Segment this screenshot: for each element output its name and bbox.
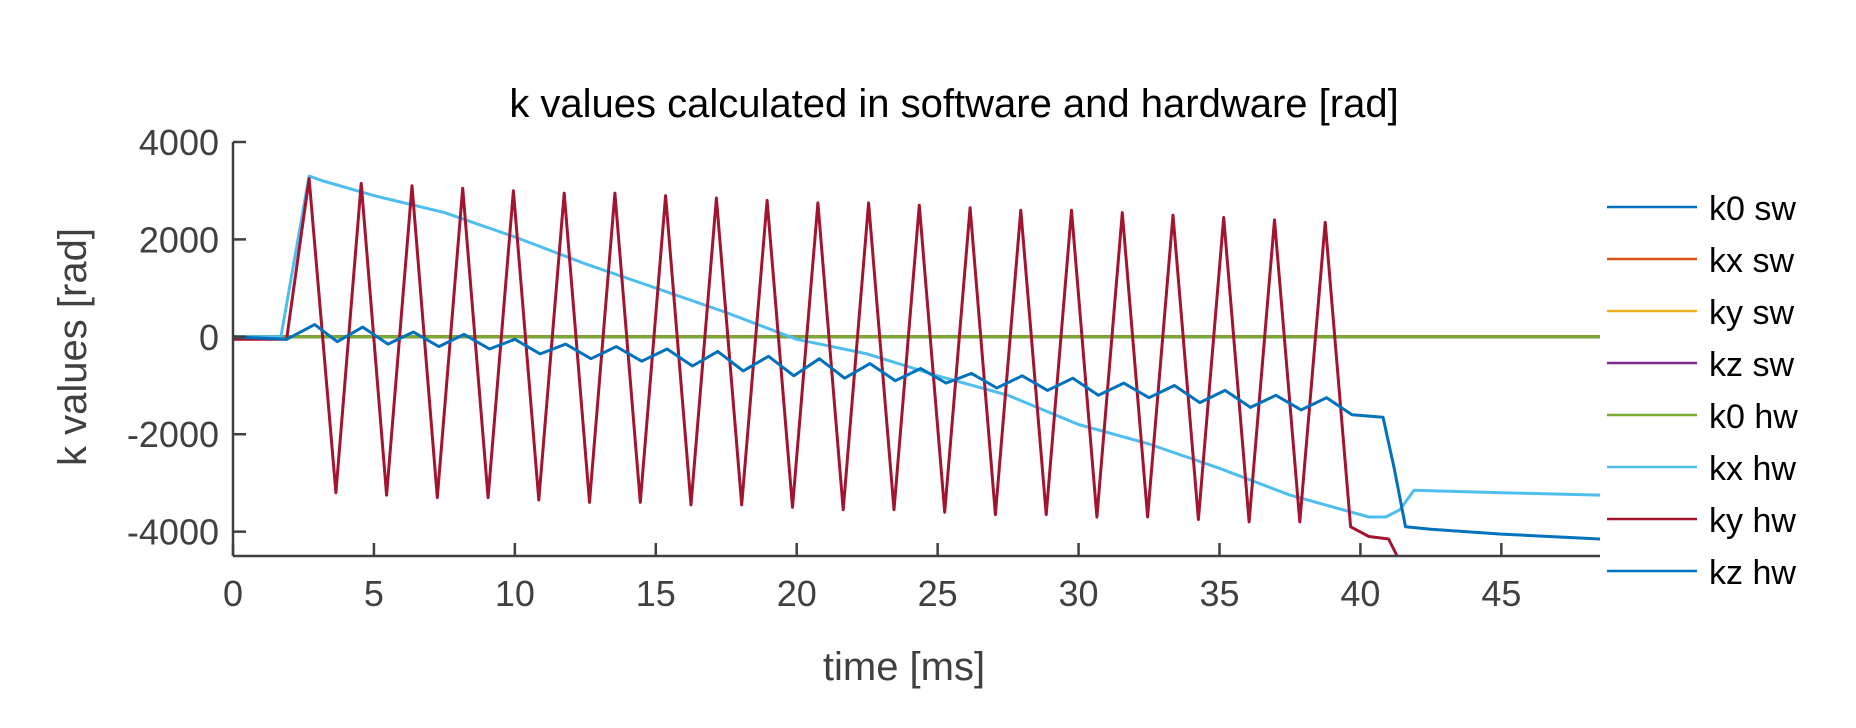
legend-item: k0 sw xyxy=(1607,190,1796,228)
legend-item: kz hw xyxy=(1607,554,1796,592)
legend-item: kz sw xyxy=(1607,346,1794,384)
series-line-kx-hw xyxy=(233,174,1600,519)
y-tick-label: 2000 xyxy=(139,219,219,260)
y-tick-label: -2000 xyxy=(127,414,219,455)
x-tick-label: 30 xyxy=(1059,573,1099,614)
series-layer xyxy=(233,174,1600,556)
legend-label: ky hw xyxy=(1709,502,1796,540)
legend-label: k0 sw xyxy=(1709,190,1796,228)
x-tick-label: 25 xyxy=(918,573,958,614)
legend-label: kz sw xyxy=(1709,346,1794,384)
y-tick-label: 0 xyxy=(199,317,219,358)
chart-title: k values calculated in software and hard… xyxy=(509,82,1398,126)
legend-item: ky sw xyxy=(1607,294,1794,332)
x-tick-label: 0 xyxy=(223,573,243,614)
series-line-kz-hw xyxy=(233,323,1600,541)
axes-layer: 0 5 10 15 20 25 30 35 40 45 4000 2000 0 -2000 -4000 xyxy=(127,122,1600,614)
x-tick-label: 45 xyxy=(1481,573,1521,614)
x-tick-label: 40 xyxy=(1340,573,1380,614)
legend-label: k0 hw xyxy=(1709,398,1798,436)
legend-item: k0 hw xyxy=(1607,398,1798,436)
x-axis-label: time [ms] xyxy=(823,645,985,689)
legend-item: kx hw xyxy=(1607,450,1796,488)
legend-item: kx sw xyxy=(1607,242,1794,280)
x-tick-label: 20 xyxy=(777,573,817,614)
legend-label: ky sw xyxy=(1709,294,1794,332)
legend: k0 sw kx sw ky sw kz sw k0 hw kx hw ky hw kz hw xyxy=(1607,190,1798,592)
x-tick-label: 5 xyxy=(364,573,384,614)
legend-label: kx sw xyxy=(1709,242,1794,280)
legend-label: kx hw xyxy=(1709,450,1796,488)
x-tick-label: 10 xyxy=(495,573,535,614)
y-tick-label: -4000 xyxy=(127,512,219,553)
x-tick-label: 35 xyxy=(1199,573,1239,614)
series-line-ky-hw xyxy=(233,177,1399,556)
y-axis-label: k values [rad] xyxy=(51,228,95,466)
legend-item: ky hw xyxy=(1607,502,1796,540)
x-tick-label: 15 xyxy=(636,573,676,614)
legend-label: kz hw xyxy=(1709,554,1796,592)
y-tick-label: 4000 xyxy=(139,122,219,163)
